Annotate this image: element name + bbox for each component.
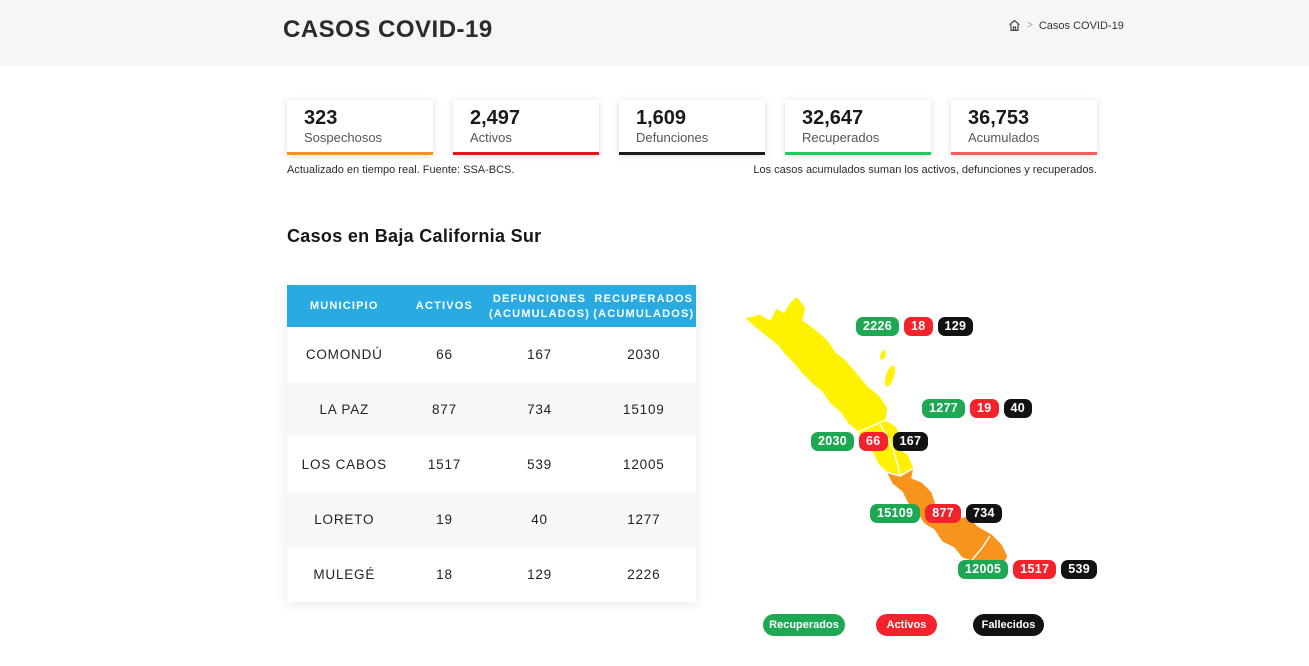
cell-activos: 18	[436, 567, 453, 582]
stat-label: Acumulados	[968, 130, 1040, 145]
stat-card-recuperados: 32,647 Recuperados	[785, 100, 931, 155]
cell-defunciones: 539	[527, 457, 552, 472]
badge-recuperados: 1277	[922, 399, 966, 418]
stat-label: Recuperados	[802, 130, 880, 145]
badge-fallecidos: 129	[937, 317, 974, 336]
cell-activos: 19	[436, 512, 453, 527]
cell-defunciones: 734	[527, 402, 552, 417]
cell-defunciones: 40	[531, 512, 548, 527]
header-bar: CASOS COVID-19 > Casos COVID-19	[0, 0, 1309, 66]
cell-recuperados: 2030	[627, 347, 661, 362]
col-header-defunciones: DEFUNCIONES (ACUMULADOS)	[488, 292, 591, 320]
badge-fallecidos: 167	[892, 432, 929, 451]
cell-defunciones: 167	[527, 347, 552, 362]
table-row: LOS CABOS 1517 539 12005	[287, 437, 696, 492]
stat-label: Activos	[470, 130, 512, 145]
badge-recuperados: 2226	[856, 317, 900, 336]
stat-value: 32,647	[802, 107, 864, 129]
badge-group-mulege: 2226 18 129	[856, 317, 974, 336]
table-row: LORETO 19 40 1277	[287, 492, 696, 547]
badge-activos: 66	[859, 432, 888, 451]
stat-label: Sospechosos	[304, 130, 383, 145]
home-icon[interactable]	[1008, 19, 1021, 32]
cell-recuperados: 15109	[623, 402, 665, 417]
map-border-mulege	[857, 419, 887, 433]
stat-card-activos: 2,497 Activos	[453, 100, 599, 155]
cell-municipio: COMONDÚ	[305, 347, 383, 362]
breadcrumb-separator: >	[1027, 20, 1033, 31]
table-header-row: MUNICIPIO ACTIVOS DEFUNCIONES (ACUMULADOS…	[287, 285, 696, 327]
table-row: MULEGÉ 18 129 2226	[287, 547, 696, 602]
source-note: Actualizado en tiempo real. Fuente: SSA-…	[287, 164, 515, 176]
map-border-loscabos	[971, 535, 991, 561]
cell-activos: 1517	[427, 457, 462, 472]
stat-value: 1,609	[636, 107, 687, 129]
cell-municipio: MULEGÉ	[313, 567, 376, 582]
cell-municipio: LOS CABOS	[301, 457, 387, 472]
map-region-north-yellow[interactable]	[743, 295, 915, 477]
badge-recuperados: 2030	[811, 432, 855, 451]
badge-activos: 1517	[1013, 560, 1057, 579]
badge-fallecidos: 734	[966, 504, 1002, 523]
col-header-activos: ACTIVOS	[415, 300, 474, 312]
badge-activos: 877	[925, 504, 962, 523]
badge-recuperados: 12005	[958, 560, 1009, 579]
stat-label: Defunciones	[636, 130, 709, 145]
cell-recuperados: 12005	[623, 457, 665, 472]
legend-fallecidos[interactable]: Fallecidos	[973, 614, 1044, 636]
section-title: Casos en Baja California Sur	[287, 226, 542, 246]
cell-recuperados: 2226	[627, 567, 661, 582]
cell-municipio: LA PAZ	[319, 402, 370, 417]
table-row: COMONDÚ 66 167 2030	[287, 327, 696, 382]
stat-card-sospechosos: 323 Sospechosos	[287, 100, 433, 155]
table-row: LA PAZ 877 734 15109	[287, 382, 696, 437]
stat-card-defunciones: 1,609 Defunciones	[619, 100, 765, 155]
accumulated-note: Los casos acumulados suman los activos, …	[753, 164, 1097, 176]
cell-recuperados: 1277	[627, 512, 661, 527]
cell-activos: 877	[431, 402, 457, 417]
stat-value: 323	[304, 107, 338, 129]
breadcrumb-current[interactable]: Casos COVID-19	[1038, 19, 1124, 32]
badge-activos: 19	[970, 399, 999, 418]
map-island	[880, 350, 886, 360]
municipality-table: MUNICIPIO ACTIVOS DEFUNCIONES (ACUMULADOS…	[287, 285, 696, 602]
badge-recuperados: 15109	[870, 504, 921, 523]
page-title: CASOS COVID-19	[283, 16, 493, 43]
stat-value: 36,753	[968, 107, 1030, 129]
stat-value: 2,497	[470, 107, 521, 129]
badge-group-loscabos: 12005 1517 539	[958, 560, 1098, 579]
legend-recuperados[interactable]: Recuperados	[763, 614, 845, 636]
badge-fallecidos: 40	[1003, 399, 1033, 418]
cell-municipio: LORETO	[314, 512, 375, 527]
cell-defunciones: 129	[527, 567, 552, 582]
legend-activos[interactable]: Activos	[876, 614, 937, 636]
stats-cards: 323 Sospechosos 2,497 Activos 1,609 Defu…	[287, 100, 1097, 155]
stat-card-acumulados: 36,753 Acumulados	[951, 100, 1097, 155]
map-border-lapaz	[885, 467, 915, 477]
col-header-municipio: MUNICIPIO	[309, 300, 379, 312]
map-island	[884, 365, 896, 387]
badge-group-comondu: 2030 66 167	[811, 432, 929, 451]
badge-group-lapaz: 15109 877 734	[870, 504, 1002, 523]
cell-activos: 66	[436, 347, 453, 362]
badge-fallecidos: 539	[1061, 560, 1098, 579]
badge-group-loreto: 1277 19 40	[922, 399, 1033, 418]
badge-activos: 18	[904, 317, 933, 336]
col-header-recuperados: RECUPERADOS (ACUMULADOS)	[593, 292, 695, 320]
breadcrumb: > Casos COVID-19	[1008, 19, 1124, 32]
